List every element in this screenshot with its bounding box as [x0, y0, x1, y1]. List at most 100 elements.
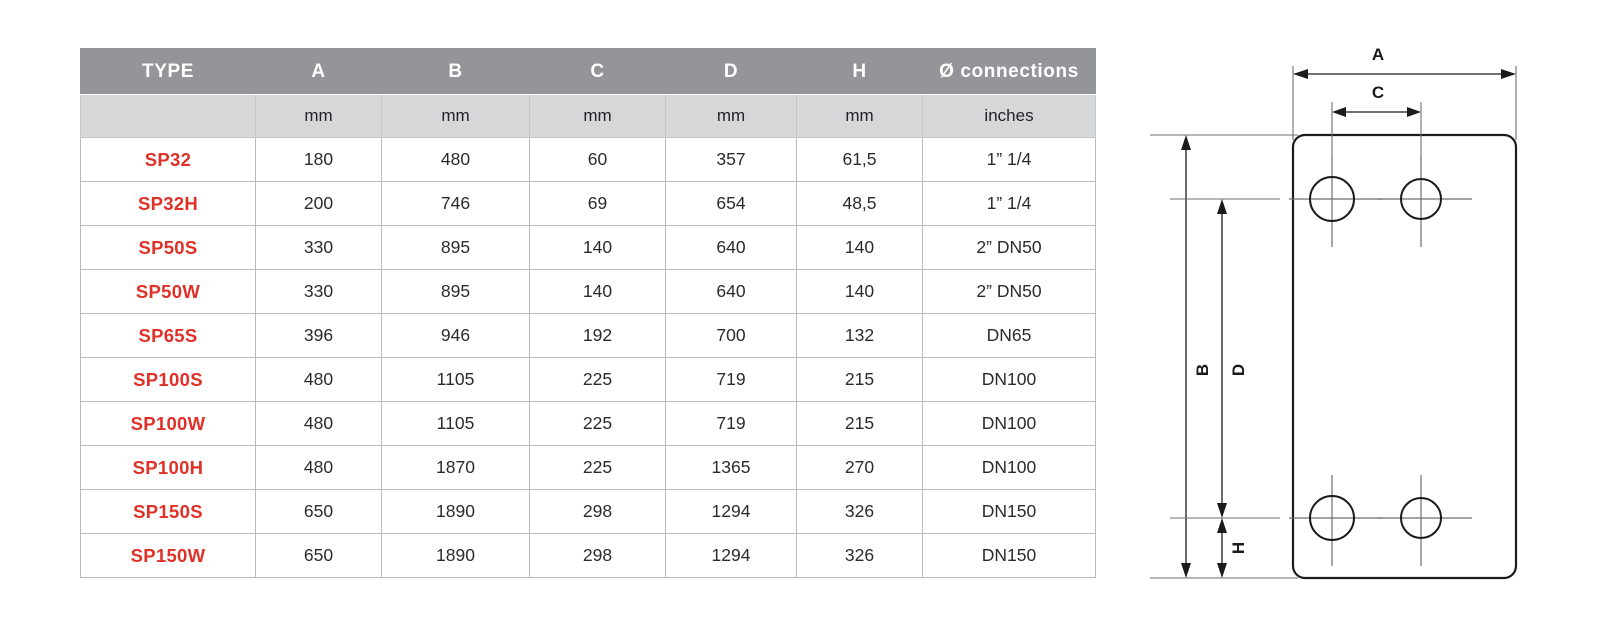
- cell-h: 270: [796, 445, 923, 490]
- cell-h: 61,5: [796, 137, 923, 182]
- column-header-a: A: [255, 48, 382, 95]
- cell-d: 700: [665, 313, 797, 358]
- table-row: SP32 180 480 60 357 61,5 1” 1/4: [80, 137, 1096, 182]
- cell-a: 480: [255, 445, 382, 490]
- table-row: SP150S 650 1890 298 1294 326 DN150: [80, 489, 1096, 534]
- column-header-connections: Ø connections: [922, 48, 1096, 95]
- cell-c: 192: [529, 313, 666, 358]
- cell-a: 330: [255, 225, 382, 270]
- column-header-d: D: [665, 48, 797, 95]
- cell-a: 396: [255, 313, 382, 358]
- cell-a: 180: [255, 137, 382, 182]
- cell-type: SP32: [80, 137, 256, 182]
- column-header-b: B: [381, 48, 530, 95]
- cell-h: 48,5: [796, 181, 923, 226]
- cell-d: 640: [665, 269, 797, 314]
- cell-b: 746: [381, 181, 530, 226]
- cell-c: 225: [529, 445, 666, 490]
- cell-conn: DN150: [922, 533, 1096, 578]
- table-row: SP100S 480 1105 225 719 215 DN100: [80, 357, 1096, 402]
- dimension-label-d: D: [1229, 364, 1248, 376]
- cell-type: SP100H: [80, 445, 256, 490]
- cell-b: 1890: [381, 533, 530, 578]
- cell-b: 480: [381, 137, 530, 182]
- cell-h: 140: [796, 225, 923, 270]
- unit-type: [80, 94, 256, 138]
- cell-a: 480: [255, 357, 382, 402]
- cell-d: 654: [665, 181, 797, 226]
- arrow-h-bottom: [1217, 563, 1227, 578]
- arrow-a-left: [1293, 69, 1308, 79]
- cell-h: 215: [796, 357, 923, 402]
- table-row: SP50W 330 895 140 640 140 2” DN50: [80, 269, 1096, 314]
- cell-type: SP65S: [80, 313, 256, 358]
- port-top-left: [1309, 176, 1355, 222]
- cell-h: 326: [796, 533, 923, 578]
- dimension-label-a: A: [1372, 45, 1384, 64]
- cell-c: 140: [529, 225, 666, 270]
- cell-conn: DN65: [922, 313, 1096, 358]
- column-header-type: TYPE: [80, 48, 256, 95]
- cell-type: SP50W: [80, 269, 256, 314]
- cell-c: 298: [529, 489, 666, 534]
- cell-b: 1870: [381, 445, 530, 490]
- port-bottom-left: [1309, 495, 1355, 541]
- cell-c: 225: [529, 357, 666, 402]
- cell-type: SP150W: [80, 533, 256, 578]
- cell-h: 132: [796, 313, 923, 358]
- table-row: SP32H 200 746 69 654 48,5 1” 1/4: [80, 181, 1096, 226]
- table-body: SP32 180 480 60 357 61,5 1” 1/4 SP32H 200 746 69 65…: [80, 137, 1096, 578]
- unit-h: mm: [796, 94, 923, 138]
- cell-c: 69: [529, 181, 666, 226]
- cell-conn: DN150: [922, 489, 1096, 534]
- table-header-row: TYPE A B C D H Ø connections: [80, 48, 1096, 95]
- dimension-label-h: H: [1229, 542, 1248, 554]
- port-bottom-right: [1400, 497, 1442, 539]
- table-row: SP150W 650 1890 298 1294 326 DN150: [80, 533, 1096, 578]
- table-row: SP50S 330 895 140 640 140 2” DN50: [80, 225, 1096, 270]
- cell-conn: DN100: [922, 401, 1096, 446]
- cell-d: 640: [665, 225, 797, 270]
- dimensions-table: TYPE A B C D H Ø connections mm mm mm mm…: [80, 48, 1096, 578]
- cell-type: SP32H: [80, 181, 256, 226]
- unit-a: mm: [255, 94, 382, 138]
- table-units-row: mm mm mm mm mm inches: [80, 94, 1096, 138]
- cell-b: 1105: [381, 401, 530, 446]
- technical-drawing: A C B D H: [1150, 20, 1590, 620]
- cell-c: 60: [529, 137, 666, 182]
- cell-h: 326: [796, 489, 923, 534]
- cell-b: 895: [381, 269, 530, 314]
- cell-conn: 2” DN50: [922, 225, 1096, 270]
- arrow-c-right: [1407, 107, 1421, 117]
- column-header-h: H: [796, 48, 923, 95]
- dimension-label-b: B: [1193, 364, 1212, 376]
- cell-b: 895: [381, 225, 530, 270]
- cell-a: 650: [255, 489, 382, 534]
- cell-d: 1365: [665, 445, 797, 490]
- cell-type: SP100W: [80, 401, 256, 446]
- arrow-a-right: [1501, 69, 1516, 79]
- cell-conn: DN100: [922, 357, 1096, 402]
- cell-b: 946: [381, 313, 530, 358]
- port-top-right: [1400, 178, 1442, 220]
- cell-conn: 1” 1/4: [922, 181, 1096, 226]
- unit-b: mm: [381, 94, 530, 138]
- cell-conn: 2” DN50: [922, 269, 1096, 314]
- table-row: SP100W 480 1105 225 719 215 DN100: [80, 401, 1096, 446]
- unit-body-outline: [1291, 133, 1518, 580]
- cell-c: 140: [529, 269, 666, 314]
- cell-h: 140: [796, 269, 923, 314]
- arrow-b-top: [1181, 135, 1191, 150]
- cell-d: 357: [665, 137, 797, 182]
- cell-h: 215: [796, 401, 923, 446]
- cell-type: SP150S: [80, 489, 256, 534]
- unit-connections: inches: [922, 94, 1096, 138]
- arrow-d-top: [1217, 199, 1227, 214]
- cell-b: 1105: [381, 357, 530, 402]
- dimensions-table-container: TYPE A B C D H Ø connections mm mm mm mm…: [80, 48, 1096, 578]
- cell-d: 1294: [665, 489, 797, 534]
- column-header-c: C: [529, 48, 666, 95]
- cell-d: 719: [665, 357, 797, 402]
- table-row: SP65S 396 946 192 700 132 DN65: [80, 313, 1096, 358]
